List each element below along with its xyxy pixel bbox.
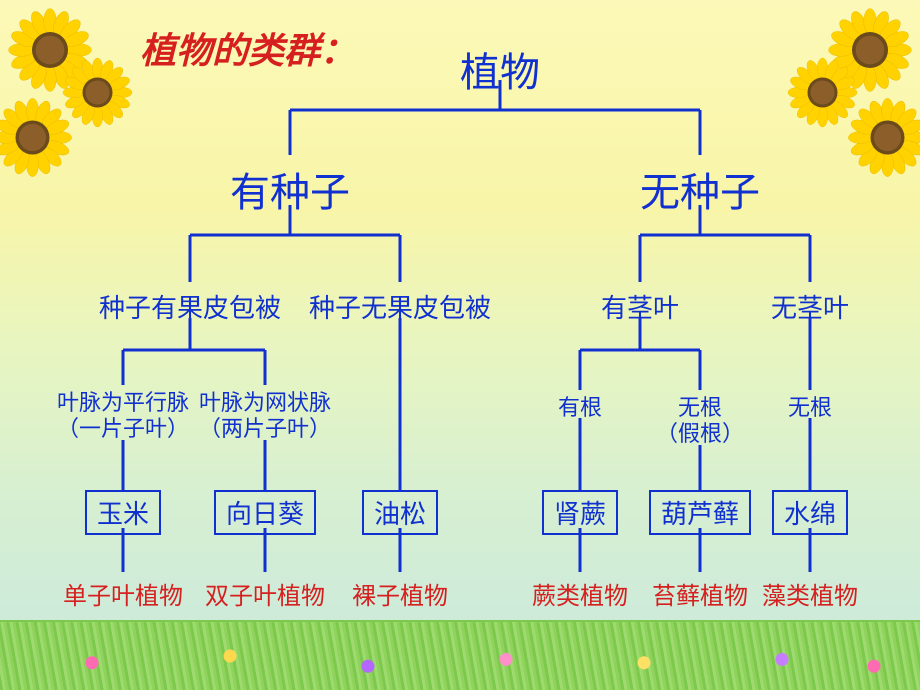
text-line: 无根: [656, 395, 744, 421]
node-fruit-uncovered: 种子无果皮包被: [309, 288, 491, 325]
leaf-corn: 玉米: [85, 490, 161, 535]
node-net-vein: 叶脉为网状脉 （两片子叶）: [199, 390, 331, 443]
leaf-moss: 葫芦藓: [649, 490, 751, 535]
leaf-fern: 肾蕨: [542, 490, 618, 535]
grass-decoration: [0, 620, 920, 690]
node-has-root: 有根: [558, 395, 602, 421]
text-line: （假根）: [656, 421, 744, 447]
page-title: 植物的类群：: [140, 22, 356, 74]
node-seedless: 无种子: [640, 160, 760, 218]
node-fruit-covered: 种子有果皮包被: [99, 288, 281, 325]
node-seeded: 有种子: [230, 160, 350, 218]
cat-monocot: 单子叶植物: [63, 576, 183, 611]
node-no-root: 无根: [788, 395, 832, 421]
text-line: （两片子叶）: [199, 416, 331, 442]
cat-dicot: 双子叶植物: [205, 576, 325, 611]
node-stem-leaf: 有茎叶: [601, 288, 679, 325]
leaf-sunflower: 向日葵: [214, 490, 316, 535]
text-line: 叶脉为网状脉: [199, 390, 331, 416]
sunflower-icon: [845, 95, 920, 180]
leaf-pine: 油松: [362, 490, 438, 535]
node-fake-root: 无根 （假根）: [656, 395, 744, 448]
sunflower-icon: [0, 95, 75, 180]
text-line: （一片子叶）: [57, 416, 189, 442]
text-line: 叶脉为平行脉: [57, 390, 189, 416]
node-no-stem-leaf: 无茎叶: [771, 288, 849, 325]
cat-algae: 藻类植物: [762, 576, 858, 611]
cat-bryo: 苔藓植物: [652, 576, 748, 611]
cat-pterido: 蕨类植物: [532, 576, 628, 611]
cat-gymno: 裸子植物: [352, 576, 448, 611]
node-parallel-vein: 叶脉为平行脉 （一片子叶）: [57, 390, 189, 443]
leaf-algae: 水绵: [772, 490, 848, 535]
tree-root: 植物: [460, 40, 540, 98]
